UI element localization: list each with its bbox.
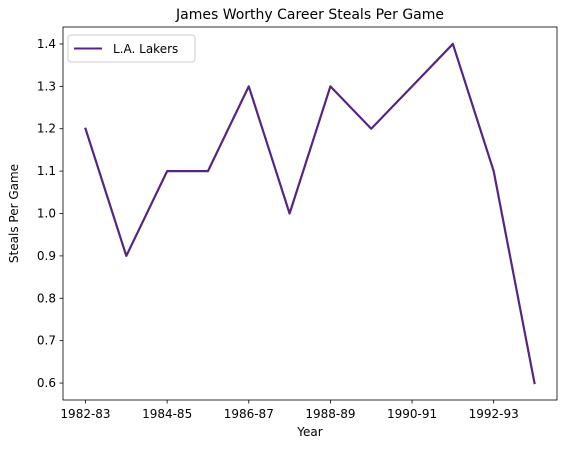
y-tick-label: 1.1 [37,164,56,178]
chart-title: James Worthy Career Steals Per Game [175,7,444,23]
y-tick-label: 0.7 [37,334,56,348]
legend: L.A. Lakers [67,34,196,63]
y-tick-label: 0.9 [37,249,56,263]
plot-area-frame [62,26,558,401]
series-line-0 [84,42,536,385]
x-axis-label: Year [296,425,322,439]
legend-label: L.A. Lakers [113,42,178,56]
y-tick-label: 0.8 [37,291,56,305]
y-tick-label: 1.0 [37,207,56,221]
legend-box [67,34,196,63]
y-tick-label: 0.6 [37,376,56,390]
x-tick-label: 1986-87 [224,407,274,421]
y-tick-label: 1.2 [37,122,56,136]
x-axis: 1982-83 1984-85 1986-87 1988-89 1990-91 1992-… [60,400,519,421]
y-tick-label: 1.3 [37,79,56,93]
y-axis: 0.6 0.7 0.8 0.9 1.0 1.1 1.2 1.3 1.4 [37,37,63,390]
x-tick-label: 1988-89 [305,407,355,421]
x-tick-label: 1992-93 [469,407,519,421]
y-axis-label: Steals Per Game [7,164,21,263]
x-tick-label: 1990-91 [387,407,437,421]
x-tick-label: 1982-83 [60,407,110,421]
y-tick-label: 1.4 [37,37,56,51]
x-tick-label: 1984-85 [142,407,192,421]
series-layer [84,42,536,385]
